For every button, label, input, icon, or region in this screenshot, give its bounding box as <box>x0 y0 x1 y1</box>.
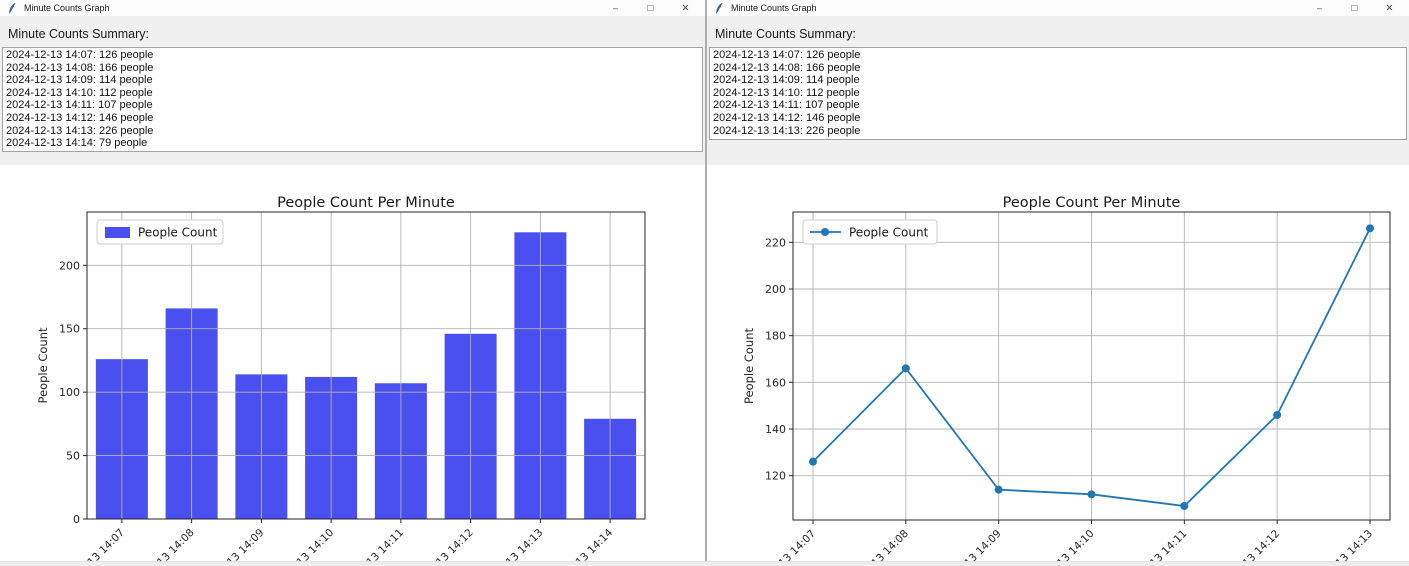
svg-text:People Count: People Count <box>849 226 929 240</box>
tk-feather-icon <box>7 2 17 14</box>
svg-text:150: 150 <box>59 323 80 336</box>
summary-textbox[interactable]: 2024-12-13 14:07: 126 people2024-12-13 1… <box>709 47 1407 140</box>
summary-line: 2024-12-13 14:08: 166 people <box>713 62 1403 75</box>
window-title: Minute Counts Graph <box>24 3 110 13</box>
svg-text:0: 0 <box>73 513 80 526</box>
svg-text:140: 140 <box>765 423 786 436</box>
line-chart-figure: 1201401601802002202-13 14:072-13 14:082-… <box>707 165 1409 566</box>
minimize-icon[interactable]: – <box>1302 0 1337 16</box>
svg-text:100: 100 <box>59 386 80 399</box>
tk-feather-icon <box>714 2 724 14</box>
bar-chart: 0501001502002-13 14:072-13 14:082-13 14:… <box>0 165 705 566</box>
summary-line: 2024-12-13 14:14: 79 people <box>6 137 699 150</box>
svg-text:200: 200 <box>59 259 80 272</box>
svg-text:People Count: People Count <box>138 226 218 240</box>
svg-text:120: 120 <box>765 470 786 483</box>
close-icon[interactable]: ✕ <box>668 0 703 16</box>
desktop: { "colors": { "titlebar_bg": "#FCFCFC", … <box>0 0 1409 566</box>
maximize-icon[interactable]: □ <box>1337 0 1372 16</box>
summary-line: 2024-12-13 14:09: 114 people <box>6 74 699 87</box>
summary-label: Minute Counts Summary: <box>715 27 1409 41</box>
svg-text:People Count: People Count <box>742 328 756 405</box>
summary-label: Minute Counts Summary: <box>8 27 705 41</box>
summary-line: 2024-12-13 14:11: 107 people <box>6 99 699 112</box>
svg-text:People Count Per Minute: People Count Per Minute <box>1003 195 1181 211</box>
svg-text:People Count: People Count <box>36 327 50 404</box>
summary-textbox[interactable]: 2024-12-13 14:07: 126 people2024-12-13 1… <box>2 47 703 152</box>
summary-line: 2024-12-13 14:12: 146 people <box>6 112 699 125</box>
summary-line: 2024-12-13 14:07: 126 people <box>6 49 699 62</box>
summary-line: 2024-12-13 14:08: 166 people <box>6 62 699 75</box>
titlebar: Minute Counts Graph – □ ✕ <box>707 0 1409 16</box>
svg-text:200: 200 <box>765 283 786 296</box>
svg-text:50: 50 <box>66 450 80 463</box>
taskbar-edge <box>0 561 1409 566</box>
summary-line: 2024-12-13 14:12: 146 people <box>713 112 1403 125</box>
summary-line: 2024-12-13 14:09: 114 people <box>713 74 1403 87</box>
svg-text:180: 180 <box>765 330 786 343</box>
summary-line: 2024-12-13 14:11: 107 people <box>713 99 1403 112</box>
window-controls: – □ ✕ <box>598 0 705 16</box>
titlebar: Minute Counts Graph – □ ✕ <box>0 0 705 16</box>
summary-line: 2024-12-13 14:13: 226 people <box>713 125 1403 138</box>
close-icon[interactable]: ✕ <box>1372 0 1407 16</box>
minimize-icon[interactable]: – <box>598 0 633 16</box>
window-controls: – □ ✕ <box>1302 0 1409 16</box>
svg-text:220: 220 <box>765 236 786 249</box>
svg-text:People Count Per Minute: People Count Per Minute <box>277 195 455 211</box>
svg-text:160: 160 <box>765 376 786 389</box>
window-line-chart: Minute Counts Graph – □ ✕ Minute Counts … <box>707 0 1409 566</box>
summary-line: 2024-12-13 14:10: 112 people <box>6 87 699 100</box>
summary-line: 2024-12-13 14:13: 226 people <box>6 125 699 138</box>
summary-line: 2024-12-13 14:10: 112 people <box>713 87 1403 100</box>
maximize-icon[interactable]: □ <box>633 0 668 16</box>
line-chart: 1201401601802002202-13 14:072-13 14:082-… <box>707 165 1409 566</box>
window-title: Minute Counts Graph <box>731 3 817 13</box>
summary-line: 2024-12-13 14:07: 126 people <box>713 49 1403 62</box>
window-bar-chart: Minute Counts Graph – □ ✕ Minute Counts … <box>0 0 705 566</box>
bar-chart-figure: 0501001502002-13 14:072-13 14:082-13 14:… <box>0 165 705 566</box>
